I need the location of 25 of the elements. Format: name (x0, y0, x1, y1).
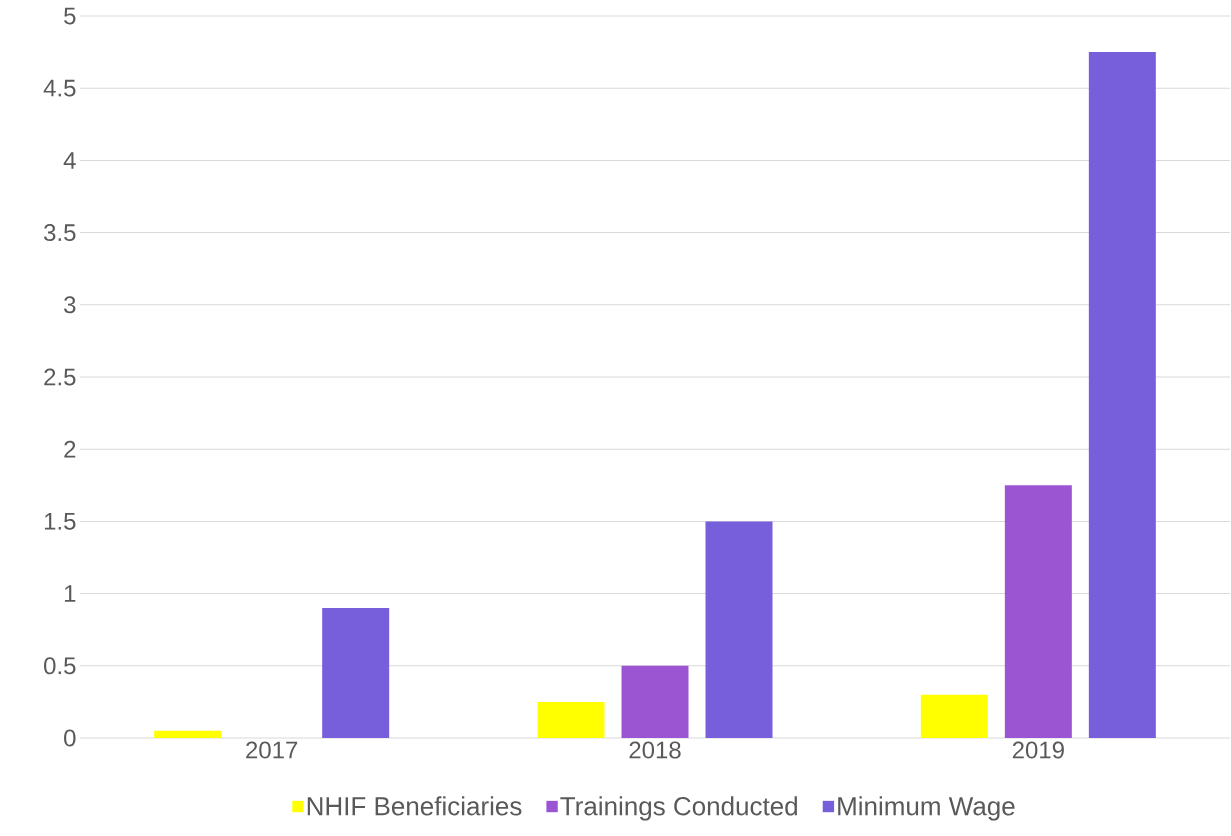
bar (322, 608, 390, 738)
y-tick-label: 4 (63, 152, 76, 169)
y-tick-label: 2.5 (44, 368, 76, 386)
bar (1004, 485, 1072, 738)
y-tick-label: 0 (64, 729, 76, 747)
bar (920, 694, 988, 738)
y-tick-label: 4.5 (43, 79, 76, 97)
bar (154, 730, 222, 738)
legend-label: NHIF Beneficiaries (307, 796, 522, 816)
y-tick-label: 0.5 (44, 657, 76, 675)
y-tick-label: 3.5 (44, 224, 76, 242)
bar (621, 665, 689, 738)
bar (537, 701, 605, 738)
legend-label: Minimum Wage (838, 796, 1015, 821)
bar (705, 521, 773, 738)
x-tick-label: 2018 (629, 741, 681, 759)
y-tick-label: 5 (64, 7, 76, 25)
y-tick-label: 1 (64, 585, 76, 602)
x-tick-label: 2019 (1012, 741, 1064, 759)
bar (1088, 52, 1156, 738)
y-tick-label: 2 (64, 440, 76, 458)
x-tick-label: 2017 (246, 741, 298, 759)
legend-label: Trainings Conducted (560, 796, 797, 821)
y-tick-label: 3 (64, 296, 76, 314)
y-tick-label: 1.5 (44, 513, 76, 530)
